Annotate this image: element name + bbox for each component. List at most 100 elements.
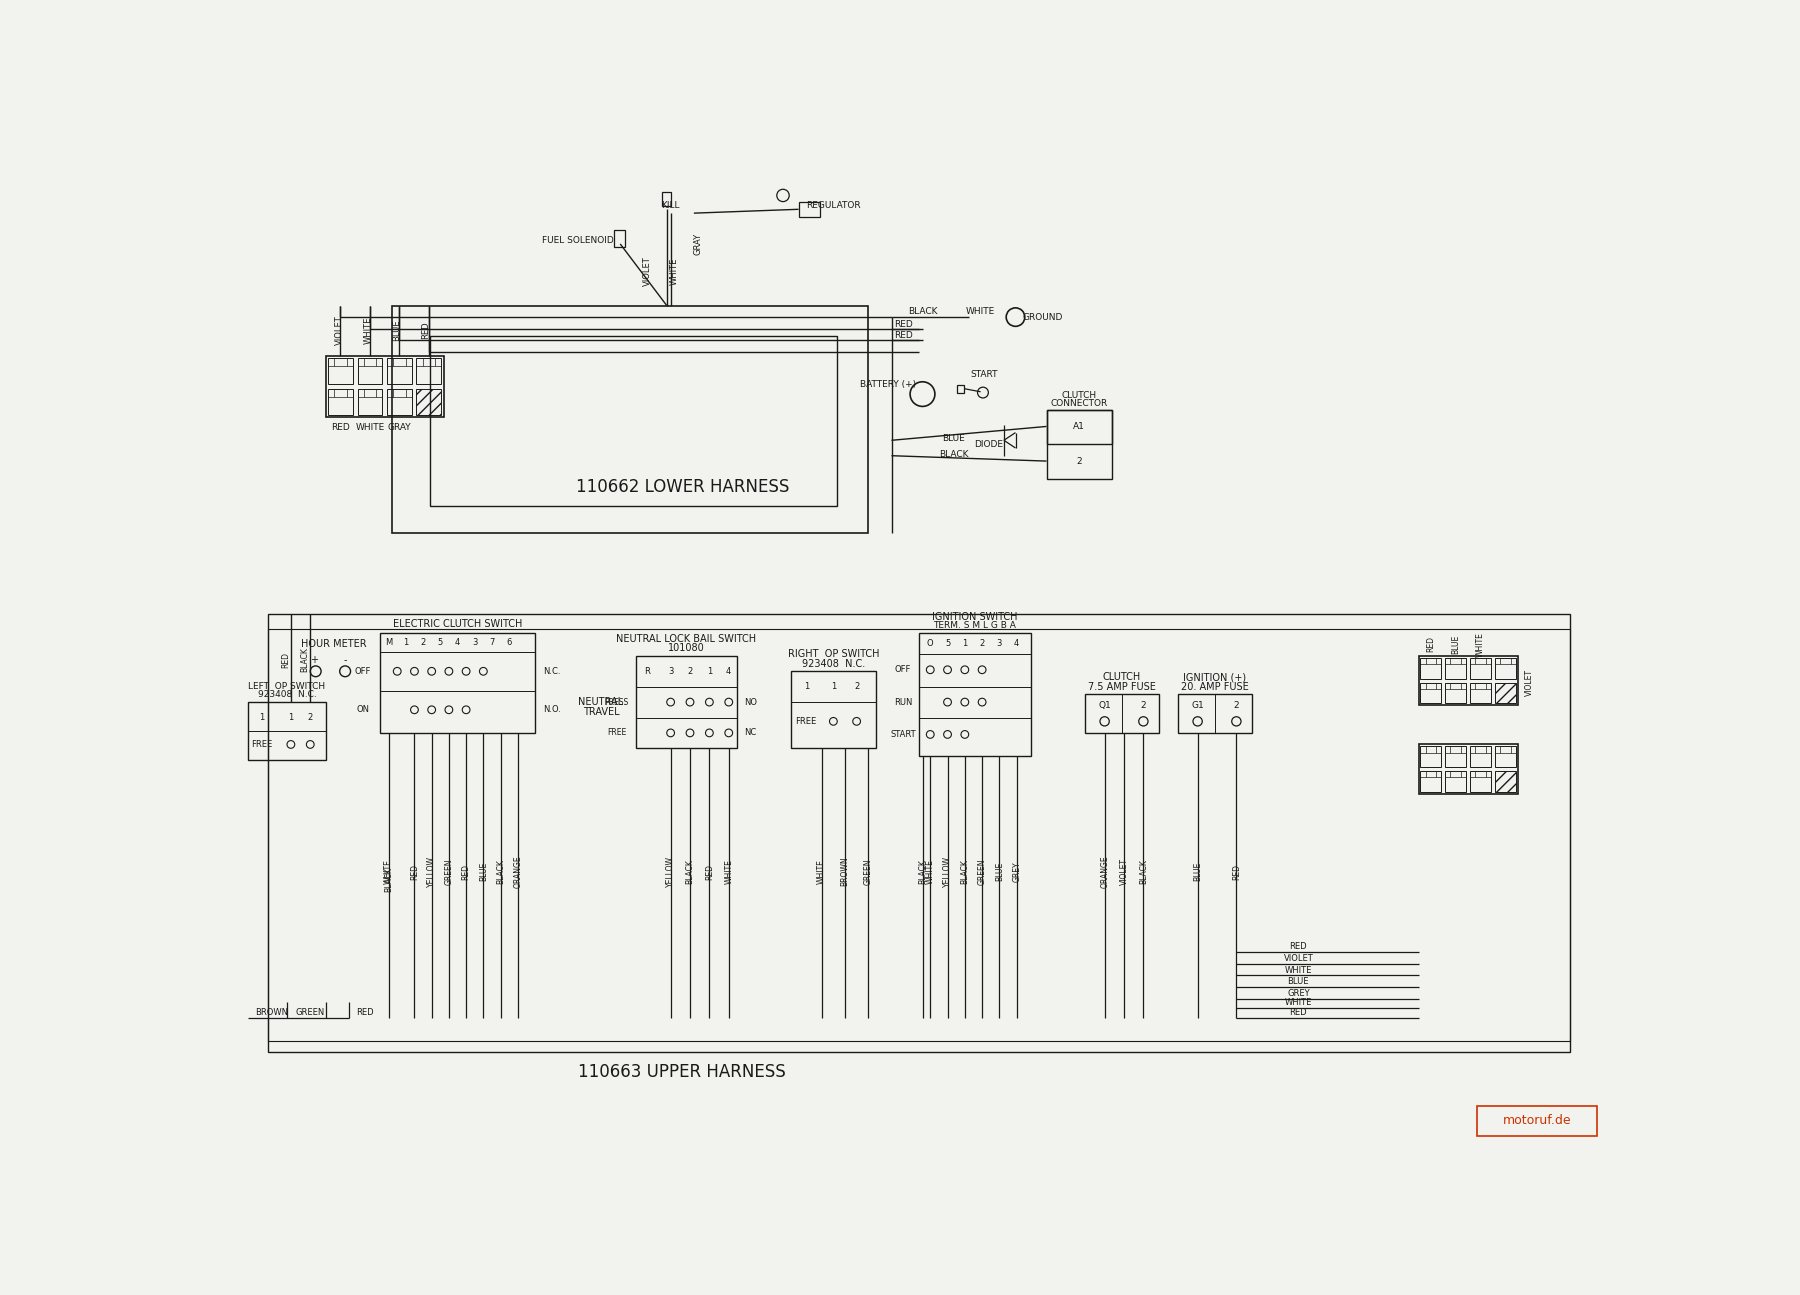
- Bar: [1420, 771, 1442, 791]
- Bar: [1494, 658, 1516, 679]
- Text: 7.5 AMP FUSE: 7.5 AMP FUSE: [1087, 681, 1156, 692]
- Text: BROWN: BROWN: [841, 857, 850, 886]
- Text: 2: 2: [1233, 702, 1238, 711]
- Bar: [328, 357, 353, 383]
- Text: BLACK: BLACK: [918, 859, 927, 884]
- Text: NO: NO: [743, 698, 758, 707]
- Text: BLUE: BLUE: [995, 862, 1004, 881]
- Text: IGNITION SWITCH: IGNITION SWITCH: [932, 613, 1017, 623]
- Text: ELECTRIC CLUTCH SWITCH: ELECTRIC CLUTCH SWITCH: [392, 619, 522, 628]
- Text: 2: 2: [979, 638, 985, 648]
- Text: KILL: KILL: [661, 201, 680, 210]
- Bar: [387, 388, 412, 414]
- Text: BLUE: BLUE: [941, 434, 965, 443]
- Text: REGULATOR: REGULATOR: [806, 201, 860, 210]
- Bar: [1420, 682, 1442, 703]
- Text: CLUTCH: CLUTCH: [1062, 391, 1096, 400]
- Text: GREEN: GREEN: [295, 1008, 324, 1017]
- Text: VIOLET: VIOLET: [1525, 670, 1534, 697]
- Text: YELLOW: YELLOW: [427, 856, 436, 887]
- Text: RED: RED: [1289, 943, 1307, 952]
- Text: -: -: [344, 655, 347, 664]
- Text: NEUTRAL LOCK BAIL SWITCH: NEUTRAL LOCK BAIL SWITCH: [616, 635, 756, 644]
- Bar: [790, 671, 877, 749]
- Text: RED: RED: [281, 651, 290, 668]
- Text: RED: RED: [1289, 1008, 1307, 1017]
- Text: RED: RED: [461, 864, 470, 879]
- Text: 1: 1: [288, 714, 293, 723]
- Text: 4: 4: [455, 637, 461, 646]
- Text: 3: 3: [472, 637, 477, 646]
- Text: GREEN: GREEN: [445, 859, 454, 884]
- Text: O: O: [927, 638, 934, 648]
- Bar: [1179, 694, 1251, 733]
- Text: WHITE: WHITE: [1285, 966, 1312, 975]
- Bar: [1418, 745, 1517, 794]
- Text: FREE: FREE: [607, 728, 626, 737]
- Bar: [1445, 746, 1467, 767]
- Text: BLACK: BLACK: [686, 859, 695, 884]
- Bar: [416, 357, 441, 383]
- Text: ORANGE: ORANGE: [513, 855, 522, 888]
- Bar: [1085, 694, 1159, 733]
- Text: BATTERY (+): BATTERY (+): [860, 381, 916, 390]
- Text: BLACK: BLACK: [940, 449, 968, 458]
- Bar: [392, 306, 868, 532]
- Text: OFF: OFF: [355, 667, 371, 676]
- Text: YELLOW: YELLOW: [943, 856, 952, 887]
- Text: N.C.: N.C.: [544, 667, 562, 676]
- Bar: [1471, 771, 1490, 791]
- Text: PRESS: PRESS: [605, 698, 628, 707]
- Text: CLUTCH: CLUTCH: [1103, 672, 1141, 682]
- Text: BLUE: BLUE: [1193, 862, 1202, 881]
- Text: WHITE: WHITE: [364, 316, 373, 344]
- Text: FREE: FREE: [252, 739, 274, 749]
- Text: G1: G1: [1192, 702, 1204, 711]
- Text: GREEN: GREEN: [864, 859, 873, 884]
- Text: ORANGE: ORANGE: [1100, 855, 1109, 888]
- Text: BLACK: BLACK: [961, 859, 970, 884]
- Text: 3: 3: [668, 667, 673, 676]
- Text: OFF: OFF: [895, 666, 911, 675]
- Text: WHITE: WHITE: [1285, 998, 1312, 1008]
- Text: WHITE: WHITE: [817, 859, 826, 884]
- Text: A1: A1: [1073, 422, 1085, 431]
- Text: 6: 6: [506, 637, 511, 646]
- Text: 7: 7: [490, 637, 495, 646]
- Bar: [1445, 658, 1467, 679]
- Text: RED: RED: [356, 1008, 373, 1017]
- Text: GRAY: GRAY: [387, 423, 410, 433]
- Text: BLACK: BLACK: [383, 866, 392, 892]
- Text: RED: RED: [421, 321, 430, 339]
- Text: 2: 2: [308, 714, 313, 723]
- Text: +: +: [310, 655, 319, 664]
- Text: GREY: GREY: [1012, 861, 1021, 882]
- Bar: [416, 388, 441, 414]
- Text: WHITE: WHITE: [925, 859, 934, 884]
- Bar: [1445, 682, 1467, 703]
- Text: RED: RED: [331, 423, 349, 433]
- Text: VIOLET: VIOLET: [1283, 954, 1314, 963]
- Text: BLACK: BLACK: [497, 859, 506, 884]
- Bar: [918, 633, 1031, 756]
- Text: 110662 LOWER HARNESS: 110662 LOWER HARNESS: [576, 478, 788, 496]
- Text: TRAVEL: TRAVEL: [583, 707, 619, 717]
- Bar: [268, 614, 1570, 1053]
- Text: NEUTRAL: NEUTRAL: [578, 697, 623, 707]
- Bar: [635, 655, 736, 749]
- Bar: [1418, 655, 1517, 706]
- Text: START: START: [970, 370, 999, 379]
- Bar: [1420, 746, 1442, 767]
- Bar: [380, 633, 535, 733]
- Text: 4: 4: [1013, 638, 1019, 648]
- Text: 1: 1: [963, 638, 967, 648]
- Text: WHITE: WHITE: [670, 258, 679, 285]
- Bar: [328, 388, 353, 414]
- Text: RED: RED: [895, 332, 913, 341]
- Text: VIOLET: VIOLET: [335, 315, 344, 344]
- Text: 5: 5: [437, 637, 443, 646]
- Text: 2: 2: [421, 637, 425, 646]
- Text: WHITE: WHITE: [967, 307, 995, 316]
- Bar: [248, 702, 326, 760]
- Text: BLACK: BLACK: [1139, 859, 1148, 884]
